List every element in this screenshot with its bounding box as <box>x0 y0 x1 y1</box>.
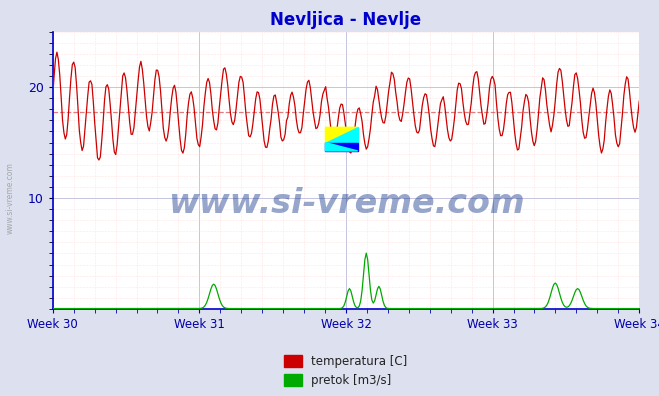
Legend: temperatura [C], pretok [m3/s]: temperatura [C], pretok [m3/s] <box>279 350 413 392</box>
Title: Nevljica - Nevlje: Nevljica - Nevlje <box>270 11 422 29</box>
Polygon shape <box>326 143 358 151</box>
Text: www.si-vreme.com: www.si-vreme.com <box>167 187 525 220</box>
Polygon shape <box>326 128 358 143</box>
Polygon shape <box>326 143 358 151</box>
Text: www.si-vreme.com: www.si-vreme.com <box>5 162 14 234</box>
Polygon shape <box>326 128 358 143</box>
